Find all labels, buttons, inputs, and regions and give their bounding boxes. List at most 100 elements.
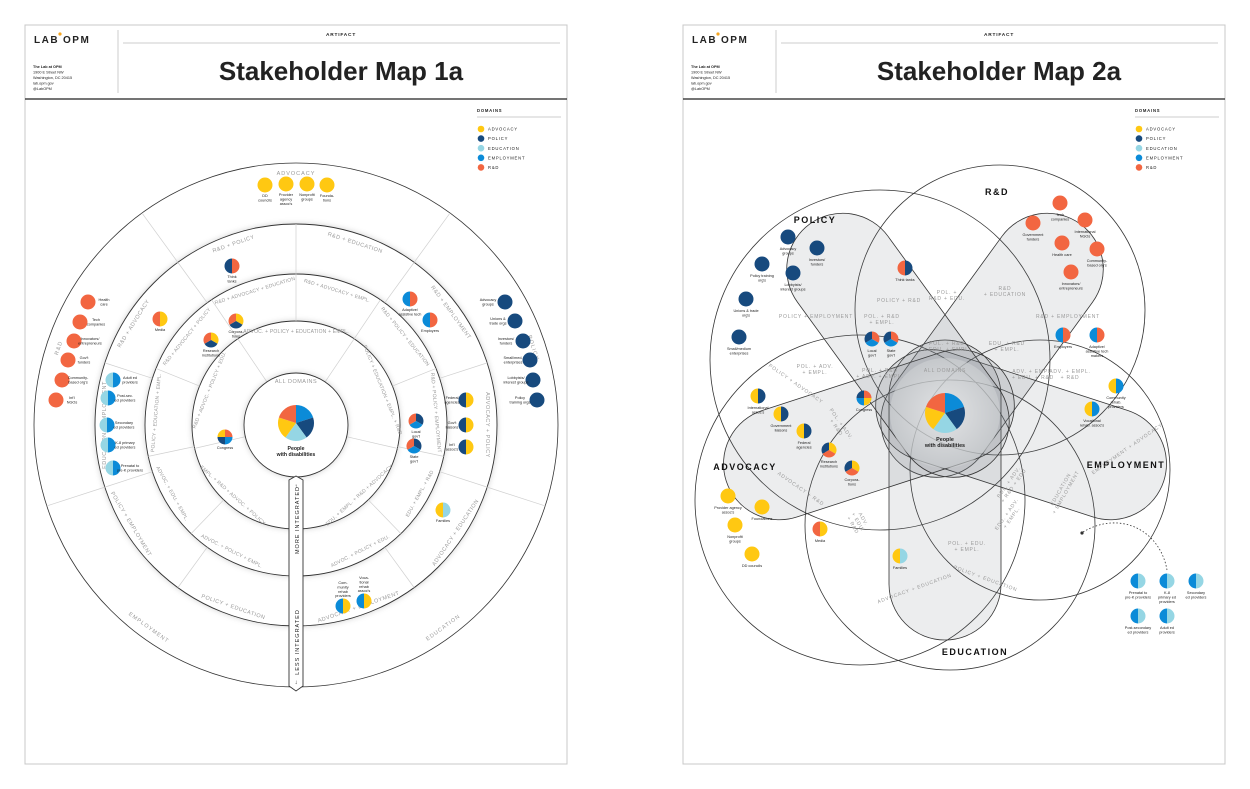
sector-divider <box>384 262 415 304</box>
stakeholder-node[interactable] <box>435 502 451 518</box>
stakeholder-node[interactable] <box>458 417 474 433</box>
stakeholder-node[interactable] <box>1077 212 1093 228</box>
stakeholder-node[interactable] <box>299 176 315 192</box>
stakeholder-node[interactable] <box>744 546 760 562</box>
stakeholder-node[interactable] <box>1052 195 1068 211</box>
region-label: + EMPL. <box>870 320 895 326</box>
pie-slice-employment <box>108 390 116 406</box>
stakeholder-node[interactable] <box>152 311 168 327</box>
center-pie[interactable] <box>277 405 315 442</box>
node-label: Vocational <box>1083 419 1101 423</box>
node-label: Lobbyists/ <box>784 283 802 287</box>
pie-slice-advocacy <box>236 313 244 325</box>
center-pie[interactable] <box>925 393 965 433</box>
stakeholder-node[interactable] <box>257 177 273 193</box>
stakeholder-node[interactable] <box>1159 608 1175 624</box>
pie-slice-employment <box>402 291 410 307</box>
stakeholder-node[interactable] <box>1089 241 1105 257</box>
node-label: Tech <box>1056 213 1064 217</box>
node-label: agencies <box>796 446 811 450</box>
stakeholder-node[interactable] <box>809 240 825 256</box>
stakeholder-node[interactable] <box>750 388 766 404</box>
stakeholder-node[interactable] <box>224 258 240 274</box>
stakeholder-node[interactable] <box>72 314 88 330</box>
stakeholder-node[interactable] <box>100 390 116 406</box>
stakeholder-node[interactable] <box>497 294 513 310</box>
stakeholder-node[interactable] <box>529 392 545 408</box>
sector-divider <box>487 486 546 507</box>
node-label: entrepreneurs <box>78 341 102 345</box>
stakeholder-node[interactable] <box>727 517 743 533</box>
stakeholder-node[interactable] <box>408 413 424 429</box>
node-label: State <box>887 349 896 353</box>
stakeholder-node[interactable] <box>66 333 82 349</box>
stakeholder-node[interactable] <box>203 332 219 348</box>
stakeholder-node[interactable] <box>1159 573 1175 589</box>
stakeholder-node[interactable] <box>1130 573 1146 589</box>
stakeholder-node[interactable] <box>335 598 351 614</box>
stakeholder-node[interactable] <box>356 593 372 609</box>
stakeholder-node[interactable] <box>60 352 76 368</box>
stakeholder-node[interactable] <box>1025 215 1041 231</box>
stakeholder-node[interactable] <box>80 294 96 310</box>
stakeholder-node[interactable] <box>522 352 538 368</box>
stakeholder-node[interactable] <box>720 488 736 504</box>
stakeholder-node[interactable] <box>1055 327 1071 343</box>
node-label: groups <box>782 252 794 256</box>
stakeholder-node[interactable] <box>515 333 531 349</box>
legend-swatch-policy <box>1135 135 1143 142</box>
domain-circle <box>694 334 1026 666</box>
stakeholder-node[interactable] <box>54 372 70 388</box>
node-label: Adult ed <box>123 376 137 380</box>
node-label: trade orgs <box>489 321 506 325</box>
stakeholder-node[interactable] <box>785 265 801 281</box>
stakeholder-node[interactable] <box>99 417 115 433</box>
stakeholder-node[interactable] <box>406 438 422 454</box>
stakeholder-node[interactable] <box>228 313 244 329</box>
stakeholder-node[interactable] <box>856 390 872 406</box>
stakeholder-node[interactable] <box>754 499 770 515</box>
node-label: care <box>100 302 107 306</box>
node-label: Gov't <box>80 356 90 360</box>
stakeholder-node[interactable] <box>773 406 789 422</box>
stakeholder-node[interactable] <box>738 291 754 307</box>
stakeholder-node[interactable] <box>48 392 64 408</box>
stakeholder-node[interactable] <box>217 429 233 445</box>
stakeholder-node[interactable] <box>458 439 474 455</box>
stakeholder-node[interactable] <box>883 331 899 347</box>
legend-swatch-education <box>477 144 485 152</box>
stakeholder-node[interactable] <box>422 312 438 328</box>
stakeholder-node[interactable] <box>1054 235 1070 251</box>
stakeholder-node[interactable] <box>105 372 121 388</box>
stakeholder-node[interactable] <box>821 442 837 458</box>
stakeholder-node[interactable] <box>1130 608 1146 624</box>
stakeholder-node[interactable] <box>780 229 796 245</box>
stakeholder-node[interactable] <box>1063 264 1079 280</box>
pie-slice-rd <box>232 258 240 274</box>
stakeholder-node[interactable] <box>754 256 770 272</box>
node-label: interest groups <box>503 380 528 384</box>
stakeholder-node[interactable] <box>897 260 913 276</box>
region-label: ADV. + EMPL. <box>1012 369 1054 375</box>
stakeholder-node[interactable] <box>844 460 860 476</box>
stakeholder-node[interactable] <box>319 177 335 193</box>
stakeholder-node[interactable] <box>1089 327 1105 343</box>
stakeholder-node[interactable] <box>1188 573 1204 589</box>
stakeholder-node[interactable] <box>105 460 121 476</box>
stakeholder-node[interactable] <box>731 329 747 345</box>
stakeholder-node[interactable] <box>402 291 418 307</box>
stakeholder-node[interactable] <box>864 331 880 347</box>
stakeholder-node[interactable] <box>1108 378 1124 394</box>
stakeholder-node[interactable] <box>278 176 294 192</box>
stakeholder-node[interactable] <box>458 392 474 408</box>
stakeholder-node[interactable] <box>1084 401 1100 417</box>
stakeholder-node[interactable] <box>100 437 116 453</box>
pie-slice <box>299 176 315 192</box>
stakeholder-node[interactable] <box>525 372 541 388</box>
legend-swatch-policy <box>477 135 485 142</box>
stakeholder-node[interactable] <box>812 521 828 537</box>
stakeholder-node[interactable] <box>796 423 812 439</box>
stakeholder-node[interactable] <box>507 313 523 329</box>
stakeholder-node[interactable] <box>892 548 908 564</box>
pie-slice-employment <box>1089 327 1097 343</box>
